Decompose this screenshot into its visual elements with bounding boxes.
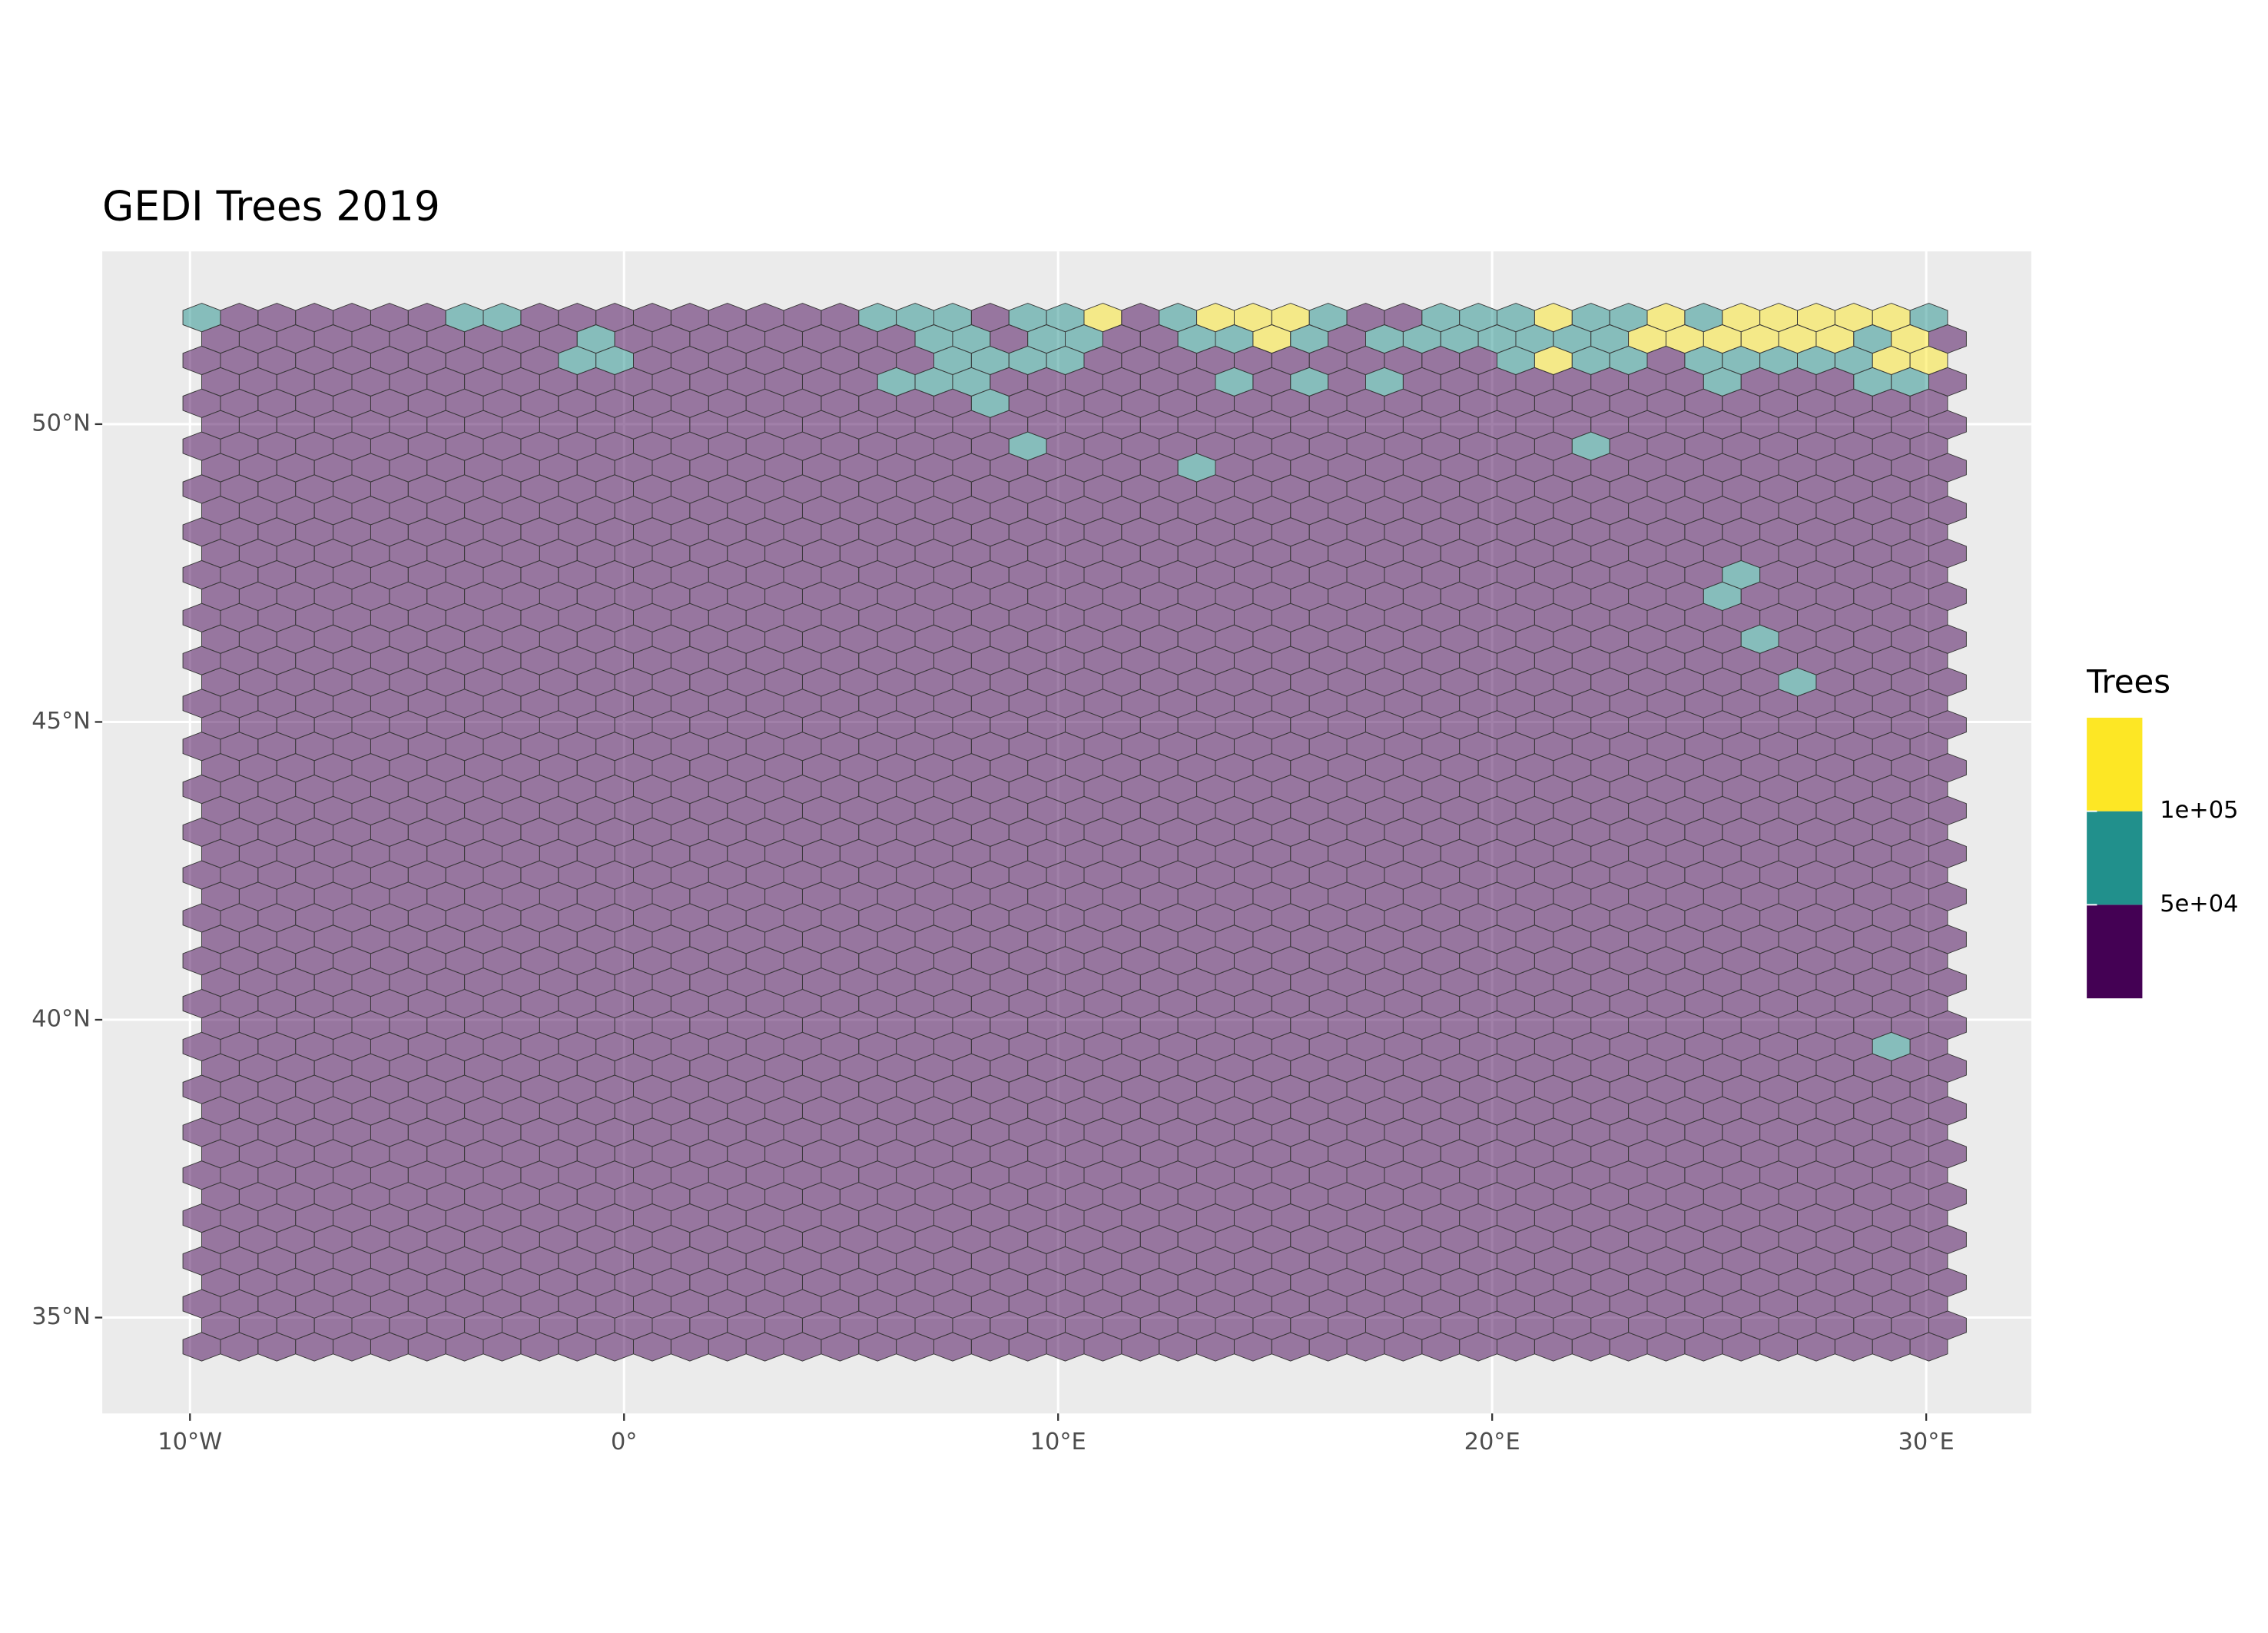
y-tick-label: 35°N [32, 1303, 91, 1330]
hex-layer [182, 303, 1967, 1362]
x-tick-label: 30°E [1898, 1429, 1955, 1455]
y-tick-label: 50°N [32, 410, 91, 436]
chart-title: GEDI Trees 2019 [102, 183, 440, 231]
legend-title: Trees [2086, 663, 2170, 701]
y-tick-label: 45°N [32, 708, 91, 735]
x-tick-label: 20°E [1464, 1429, 1520, 1455]
x-tick-label: 10°E [1030, 1429, 1086, 1455]
legend-key [2087, 811, 2143, 905]
hex-cell [1909, 1332, 1948, 1362]
y-tick-label: 40°N [32, 1005, 91, 1032]
legend-label: 1e+05 [2160, 797, 2238, 824]
legend-key [2087, 904, 2143, 999]
x-tick-label: 10°W [158, 1429, 222, 1455]
legend-key [2087, 717, 2143, 812]
x-tick-label: 0° [611, 1429, 638, 1455]
legend-label: 5e+04 [2160, 891, 2238, 918]
